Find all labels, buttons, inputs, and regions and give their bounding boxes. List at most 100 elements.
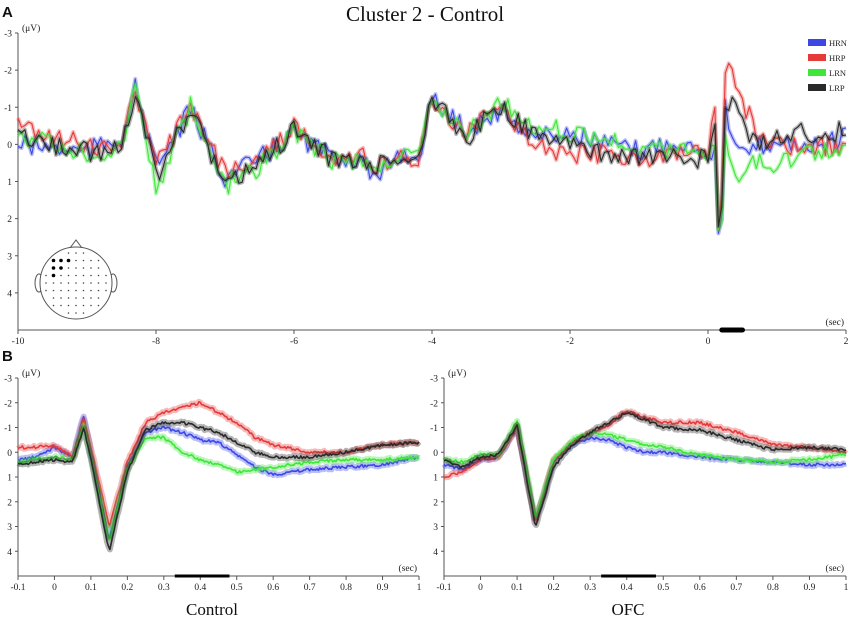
y-tick-label: 3 (433, 523, 438, 533)
electrode (90, 267, 92, 269)
series-line-lrp (17, 96, 847, 228)
y-tick-label: -3 (4, 30, 12, 40)
x-tick-label: -4 (428, 337, 436, 347)
x-tick-label: 0 (478, 583, 483, 593)
electrode (67, 282, 70, 284)
x-tick-label: 0.3 (158, 583, 170, 593)
electrode-cluster (51, 266, 56, 270)
x-tick-label: 0.4 (621, 583, 633, 593)
series-band-lrn (442, 417, 848, 519)
electrode-cluster (59, 258, 63, 263)
x-axis-label: (sec) (826, 563, 844, 574)
x-tick-label: 0.6 (267, 583, 279, 593)
x-tick-label: 0.9 (377, 583, 389, 593)
chart-b-left: -3 -2 -1 0 1 2 3 4 -0.1 0 0.1 0.2 0.3 0.4 0.5 0.6 0.7 0.8… (4, 368, 422, 593)
y-tick-label: -1 (430, 424, 438, 434)
electrode (75, 252, 77, 254)
y-tick-label: 4 (7, 548, 12, 558)
legend-swatch-lrp (808, 84, 826, 91)
x-tick-label: 0 (706, 337, 711, 347)
x-tick-label: 1 (417, 583, 422, 593)
y-tick-label: 1 (7, 178, 12, 188)
electrode (82, 297, 85, 299)
electrode (90, 274, 92, 277)
head-map (34, 239, 118, 320)
electrode (60, 282, 62, 284)
y-tick-label: -2 (430, 399, 438, 409)
y-tick-label: 2 (433, 498, 438, 508)
electrode (75, 312, 77, 314)
y-axis-label: (μV) (22, 23, 40, 34)
electrode (67, 267, 70, 269)
electrode (82, 312, 85, 314)
electrode (60, 304, 62, 307)
x-tick-label: -10 (12, 337, 25, 347)
panel-label-b: B (2, 348, 13, 365)
electrode (90, 304, 92, 307)
panel-b-left-label: Control (186, 600, 238, 619)
x-tick-label: 0.5 (657, 583, 669, 593)
y-tick-label: 2 (7, 215, 12, 225)
electrode (45, 282, 47, 284)
electrode (45, 289, 47, 292)
x-tick-label: 0.2 (548, 583, 560, 593)
electrode-cluster (59, 266, 63, 270)
electrode (97, 289, 100, 292)
x-tick-label: 0.7 (730, 583, 742, 593)
y-tick-label: 4 (433, 548, 438, 558)
y-tick-label: -3 (4, 375, 12, 385)
x-tick-label: 0.9 (804, 583, 816, 593)
series-line-hrp (17, 401, 420, 527)
series-line-lrn (443, 420, 847, 517)
x-tick-label: 0.2 (121, 583, 133, 593)
y-tick-label: 3 (7, 523, 12, 533)
legend-swatch-hrp (808, 54, 826, 61)
legend: HRN HRP LRN LRP (808, 38, 847, 93)
electrode (90, 259, 92, 262)
electrode (52, 297, 55, 299)
y-tick-label: 3 (7, 252, 12, 262)
x-tick-label: 0.3 (584, 583, 596, 593)
x-tick-label: 0.7 (304, 583, 316, 593)
x-tick-label: 0.8 (340, 583, 352, 593)
electrode-cluster (51, 273, 56, 278)
electrode (82, 289, 85, 292)
y-tick-label: 1 (7, 474, 12, 484)
electrode (82, 252, 85, 254)
x-tick-label: -0.1 (10, 583, 25, 593)
electrode (75, 274, 77, 277)
series-line-hrp (443, 410, 847, 521)
electrode (82, 267, 85, 269)
x-tick-label: 0.8 (767, 583, 779, 593)
electrode (82, 282, 85, 284)
y-tick-label: -2 (4, 67, 12, 77)
y-axis-label: (μV) (448, 368, 466, 379)
y-tick-label: 4 (7, 289, 12, 299)
x-tick-label: 0.1 (511, 583, 523, 593)
electrode-cluster (66, 258, 71, 263)
x-tick-label: 2 (844, 337, 849, 347)
x-tick-label: 0.5 (231, 583, 243, 593)
head-nose (69, 239, 83, 249)
y-tick-label: -1 (4, 104, 12, 114)
electrode (67, 289, 70, 292)
electrode (90, 297, 92, 299)
legend-label-lrn: LRN (829, 68, 846, 78)
y-tick-label: 2 (7, 498, 12, 508)
panel-label-a: A (2, 4, 13, 21)
series-band-lrp (442, 410, 848, 528)
electrode (75, 304, 77, 307)
electrode (60, 297, 62, 299)
electrode (67, 304, 70, 307)
electrode (97, 297, 100, 299)
electrode (75, 282, 77, 284)
electrode (52, 304, 55, 307)
electrode (45, 274, 47, 277)
x-tick-label: 0.6 (694, 583, 706, 593)
y-axis-label: (μV) (22, 368, 40, 379)
panel-b-right-label: OFC (611, 600, 645, 619)
electrode (82, 304, 85, 307)
electrode-cluster (51, 258, 56, 263)
x-tick-label: -8 (152, 337, 160, 347)
